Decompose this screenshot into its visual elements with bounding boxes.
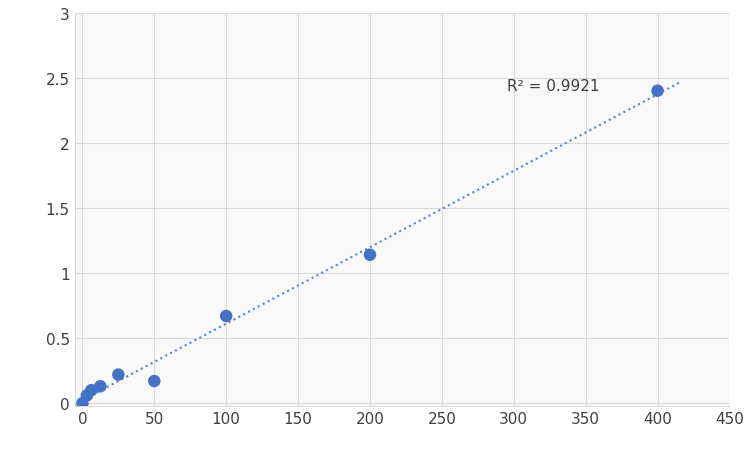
- Point: [77, 400, 89, 407]
- Point: [364, 252, 376, 259]
- Point: [86, 387, 98, 394]
- Point: [81, 392, 93, 399]
- Point: [148, 377, 160, 385]
- Point: [112, 371, 124, 378]
- Point: [651, 88, 663, 95]
- Point: [220, 313, 232, 320]
- Text: R² = 0.9921: R² = 0.9921: [507, 79, 599, 94]
- Point: [94, 383, 106, 390]
